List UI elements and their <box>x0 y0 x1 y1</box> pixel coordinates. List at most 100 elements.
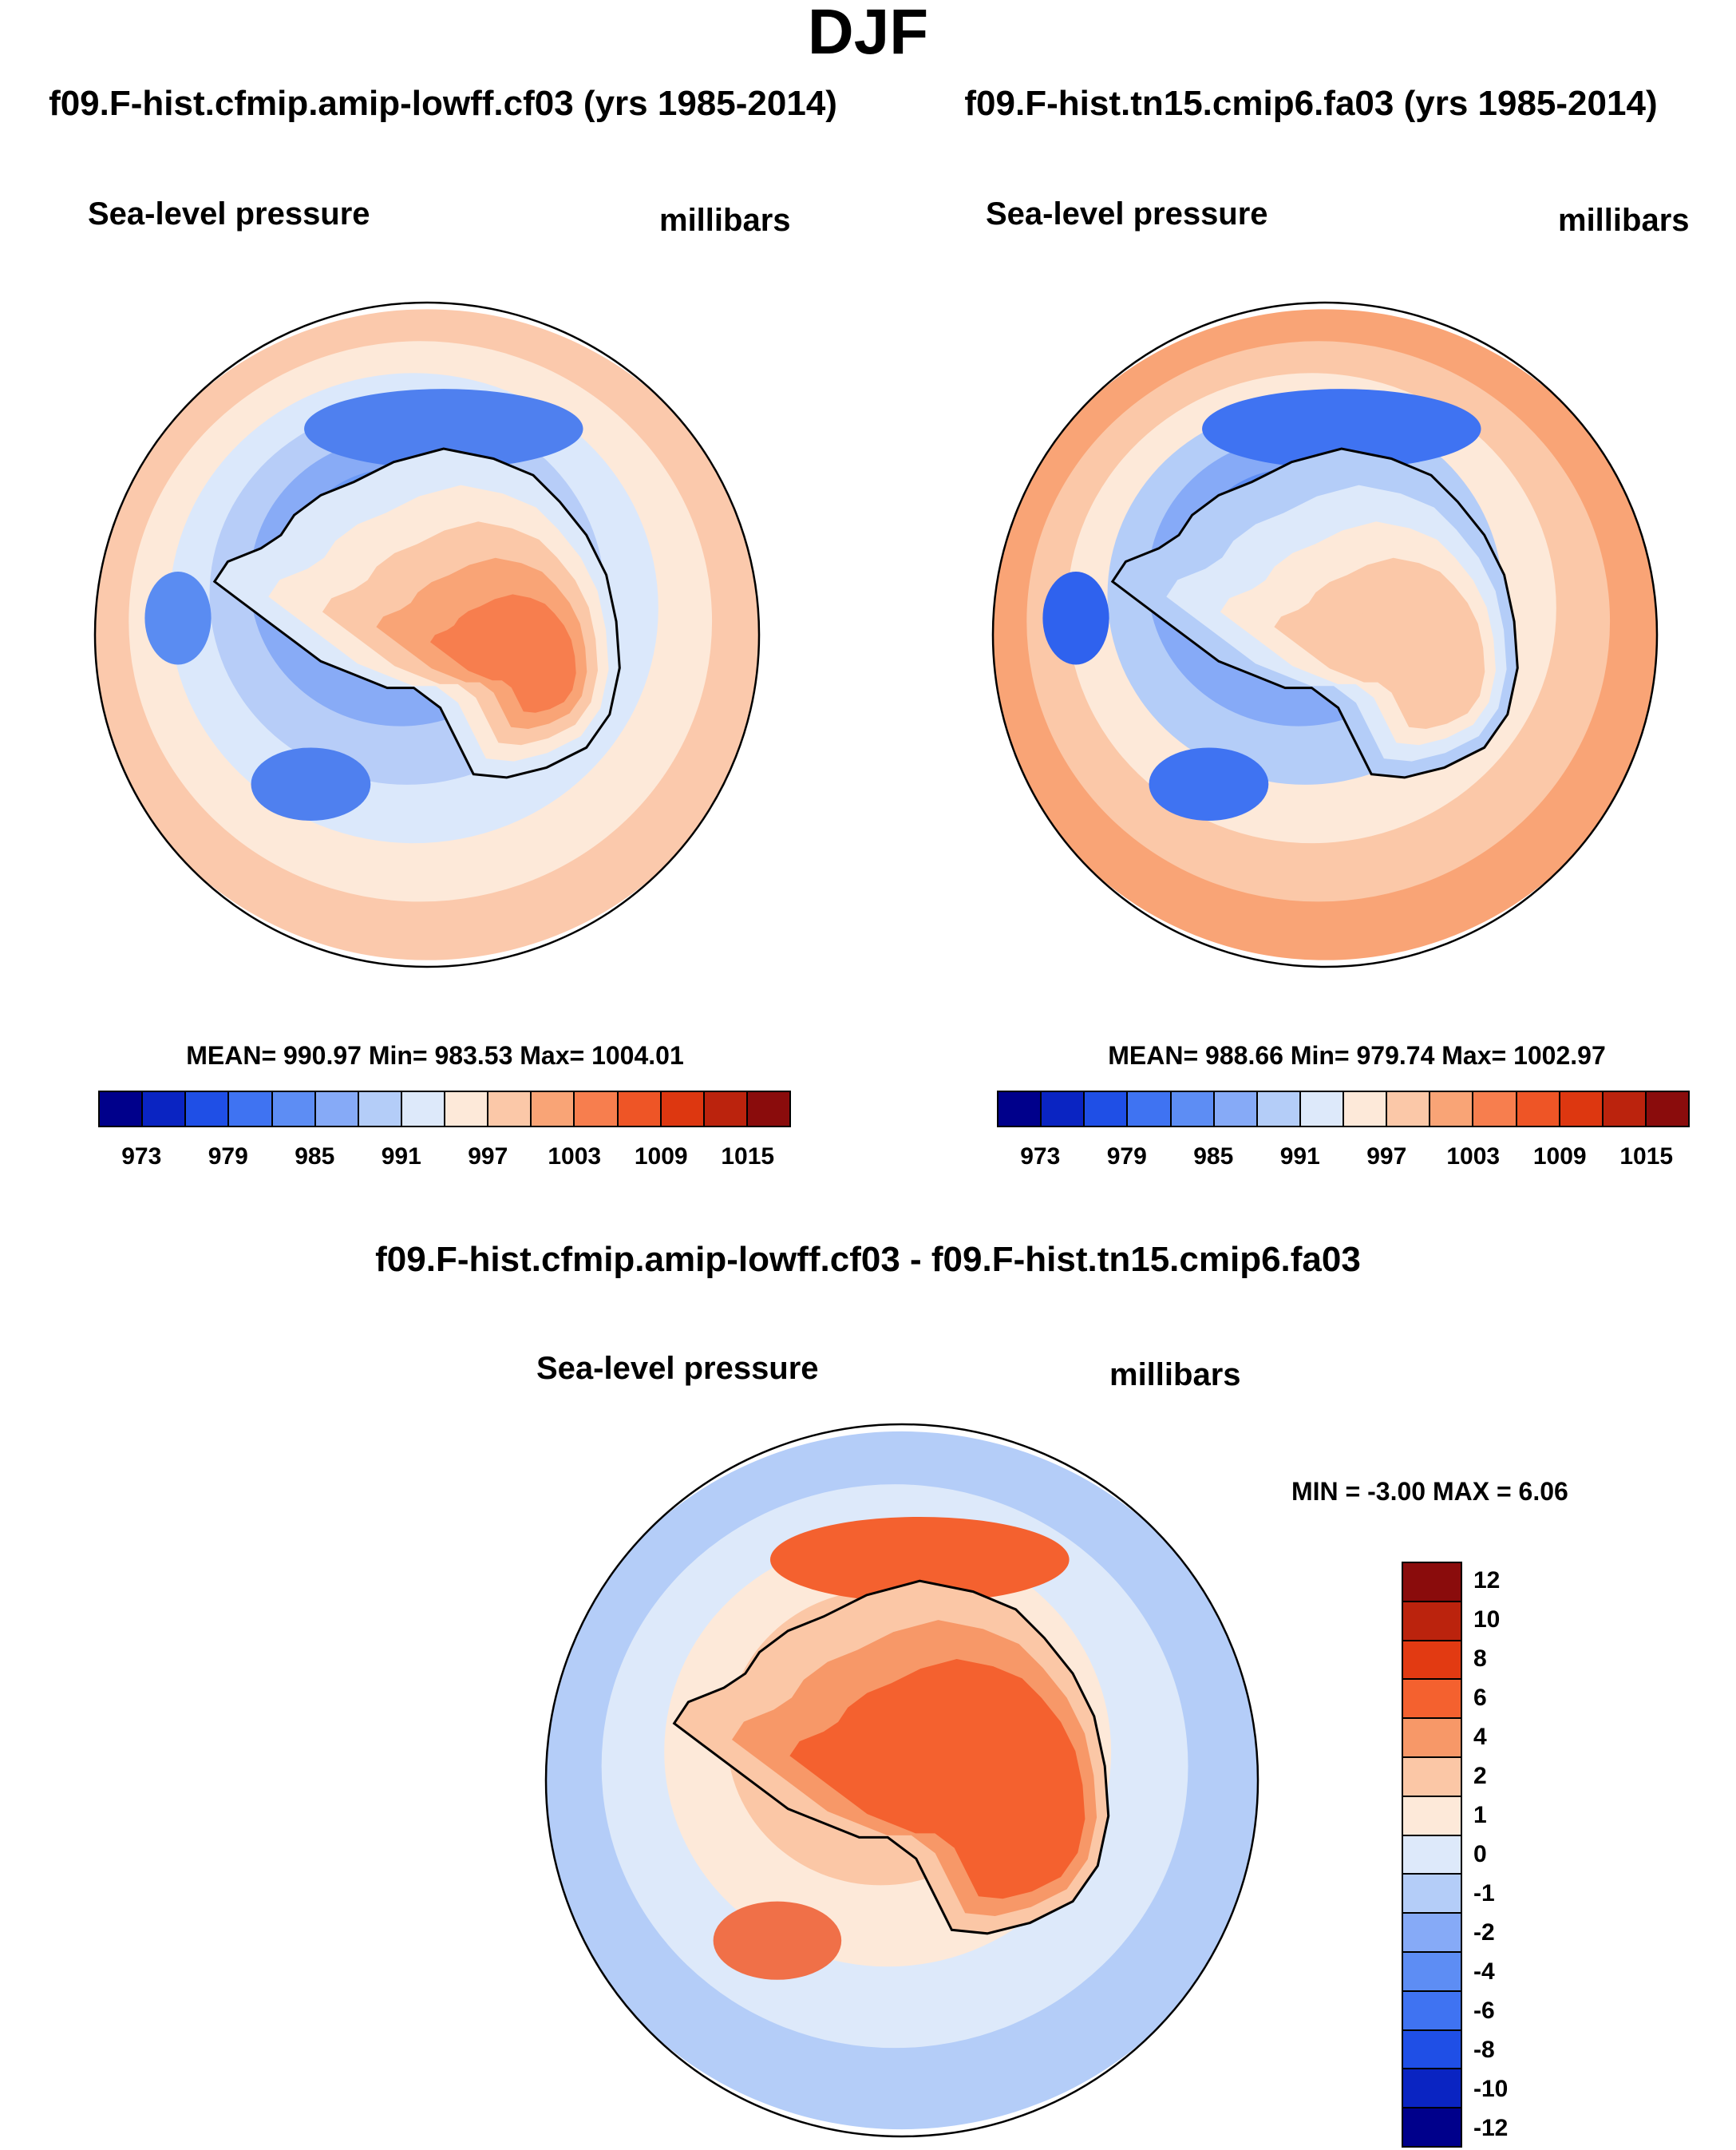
panel-2-colorbar-cell-0 <box>998 1092 1042 1126</box>
panel-2-map-boundary <box>991 301 1659 968</box>
panel-1-colorbar-cell-13 <box>661 1092 705 1126</box>
panel-1-stats: MEAN= 990.97 Min= 983.53 Max= 1004.01 <box>186 1041 684 1070</box>
difference-colorbar-tick-label: 2 <box>1473 1763 1487 1790</box>
panel-1-colorbar-cell-7 <box>401 1092 445 1126</box>
panel-2-interior-contour-4 <box>1328 594 1474 713</box>
panel-2-colorbar-tick-label: 1003 <box>1446 1143 1501 1170</box>
panel-2-colorbar-tick-label: 1015 <box>1619 1143 1674 1170</box>
panel-1-low-pressure-region-2 <box>144 571 212 665</box>
difference-colorbar-cell-4 <box>1403 1719 1461 1758</box>
panel-1-colorbar-tick-label: 997 <box>468 1143 508 1170</box>
difference-colorbar-cell-14 <box>1403 2108 1461 2146</box>
difference-colorbar-tick-label: 0 <box>1473 1841 1487 1867</box>
panel-1-colorbar-tick-label: 985 <box>295 1143 335 1170</box>
difference-colorbar-tick-label: -1 <box>1473 1879 1495 1906</box>
panel-2-colorbar-cell-13 <box>1560 1092 1604 1126</box>
panel-1-colorbar-ticks: 973 979 985 991 997 1003 1009 1015 <box>98 1143 791 1170</box>
panel-1-interior-contour-4 <box>430 594 576 713</box>
difference-colorbar-tick-label: 6 <box>1473 1685 1487 1712</box>
panel-2-colorbar-cell-10 <box>1430 1092 1474 1126</box>
panel-2-colorbar-tick-label: 997 <box>1366 1143 1407 1170</box>
panel-1-units-label: millibars <box>659 203 791 238</box>
panel-1-map-boundary <box>93 301 761 968</box>
panel-2-coastline <box>1110 447 1519 779</box>
panel-2-polar-map <box>991 301 1659 968</box>
difference-stats: MIN = -3.00 MAX = 6.06 <box>1291 1477 1568 1506</box>
panel-1-colorbar-cell-5 <box>315 1092 359 1126</box>
panel-1-run-title: f09.F-hist.cfmip.amip-lowff.cf03 (yrs 19… <box>49 84 837 123</box>
panel-1-colorbar-cell-14 <box>704 1092 748 1126</box>
panel-1-colorbar-tick-label: 973 <box>121 1143 162 1170</box>
panel-2-colorbar-cell-6 <box>1257 1092 1301 1126</box>
panel-1-variable-label: Sea-level pressure <box>88 196 370 232</box>
panel-1-colorbar <box>98 1091 791 1127</box>
panel-2-colorbar-cell-1 <box>1042 1092 1085 1126</box>
difference-colorbar-cell-10 <box>1403 1952 1461 1992</box>
difference-colorbar-cell-13 <box>1403 2069 1461 2109</box>
difference-colorbar-ticks: 12 10 8 6 4 2 1 0 -1 -2 -4 -6 -8 -10 -12 <box>1473 1562 1569 2148</box>
panel-2-colorbar-cell-7 <box>1300 1092 1344 1126</box>
panel-2-colorbar-cell-9 <box>1387 1092 1431 1126</box>
panel-2-colorbar-tick-label: 985 <box>1193 1143 1234 1170</box>
difference-colorbar-tick-label: -12 <box>1473 2114 1509 2141</box>
difference-low-pressure-region-0 <box>769 1516 1070 1602</box>
difference-colorbar-tick-label: 8 <box>1473 1645 1487 1673</box>
panel-2-units-label: millibars <box>1558 203 1690 238</box>
panel-2-colorbar-tick-label: 991 <box>1279 1143 1320 1170</box>
difference-colorbar-cell-11 <box>1403 1991 1461 2031</box>
difference-colorbar-cell-2 <box>1403 1641 1461 1681</box>
panel-1-low-pressure-region-1 <box>251 747 371 821</box>
panel-2-colorbar-tick-label: 973 <box>1020 1143 1061 1170</box>
panel-1-colorbar-cell-8 <box>445 1092 489 1126</box>
panel-1-low-pressure-region-0 <box>304 389 583 469</box>
difference-variable-label: Sea-level pressure <box>536 1351 819 1386</box>
difference-colorbar-tick-label: -4 <box>1473 1958 1495 1985</box>
difference-colorbar-cell-0 <box>1403 1563 1461 1602</box>
panel-2-stats: MEAN= 988.66 Min= 979.74 Max= 1002.97 <box>1108 1041 1606 1070</box>
panel-2-colorbar-cell-11 <box>1473 1092 1517 1126</box>
panel-2-colorbar-cell-14 <box>1603 1092 1647 1126</box>
difference-colorbar-tick-label: -6 <box>1473 1997 1495 2024</box>
panel-2-colorbar-ticks: 973 979 985 991 997 1003 1009 1015 <box>997 1143 1690 1170</box>
difference-colorbar-cell-5 <box>1403 1757 1461 1797</box>
panel-2-low-pressure-region-0 <box>1202 389 1481 469</box>
difference-low-pressure-region-1 <box>713 1901 842 1980</box>
panel-1-colorbar-cell-9 <box>488 1092 532 1126</box>
difference-colorbar-cell-6 <box>1403 1796 1461 1836</box>
difference-title: f09.F-hist.cfmip.amip-lowff.cf03 - f09.F… <box>375 1240 1361 1279</box>
difference-colorbar-tick-label: -2 <box>1473 1918 1495 1946</box>
difference-colorbar-cell-8 <box>1403 1875 1461 1914</box>
panel-2-run-title: f09.F-hist.tn15.cmip6.fa03 (yrs 1985-201… <box>964 84 1658 123</box>
panel-1-colorbar-cell-3 <box>229 1092 273 1126</box>
difference-colorbar-cell-12 <box>1403 2030 1461 2070</box>
panel-2-colorbar-cell-4 <box>1171 1092 1215 1126</box>
panel-1-colorbar-cell-12 <box>618 1092 662 1126</box>
difference-colorbar-tick-label: 12 <box>1473 1567 1501 1594</box>
panel-1-coastline <box>212 447 621 779</box>
panel-1-colorbar-tick-label: 1015 <box>721 1143 775 1170</box>
panel-2-colorbar-cell-2 <box>1085 1092 1129 1126</box>
panel-1-colorbar-cell-10 <box>532 1092 575 1126</box>
difference-colorbar-tick-label: 4 <box>1473 1724 1487 1751</box>
panel-1-colorbar-cell-2 <box>186 1092 230 1126</box>
difference-interior-contour-2 <box>789 1659 1085 1899</box>
panel-2-colorbar-cell-3 <box>1128 1092 1172 1126</box>
figure-title: DJF <box>807 0 929 67</box>
difference-polar-map <box>544 1423 1259 2138</box>
panel-2-colorbar-cell-12 <box>1517 1092 1560 1126</box>
panel-2-low-pressure-region-1 <box>1149 747 1269 821</box>
difference-colorbar-tick-label: 1 <box>1473 1802 1487 1829</box>
panel-1-colorbar-cell-0 <box>100 1092 144 1126</box>
panel-1-polar-map <box>93 301 761 968</box>
panel-2-colorbar-tick-label: 1009 <box>1532 1143 1587 1170</box>
panel-2-colorbar <box>997 1091 1690 1127</box>
panel-1-colorbar-tick-label: 1003 <box>548 1143 602 1170</box>
panel-1-colorbar-tick-label: 979 <box>208 1143 248 1170</box>
panel-2-colorbar-cell-15 <box>1646 1092 1688 1126</box>
panel-2-variable-label: Sea-level pressure <box>986 196 1268 232</box>
panel-1-colorbar-cell-4 <box>272 1092 316 1126</box>
difference-colorbar <box>1402 1562 1462 2148</box>
panel-2-colorbar-cell-5 <box>1214 1092 1258 1126</box>
panel-1-colorbar-tick-label: 991 <box>381 1143 421 1170</box>
difference-colorbar-cell-1 <box>1403 1602 1461 1641</box>
